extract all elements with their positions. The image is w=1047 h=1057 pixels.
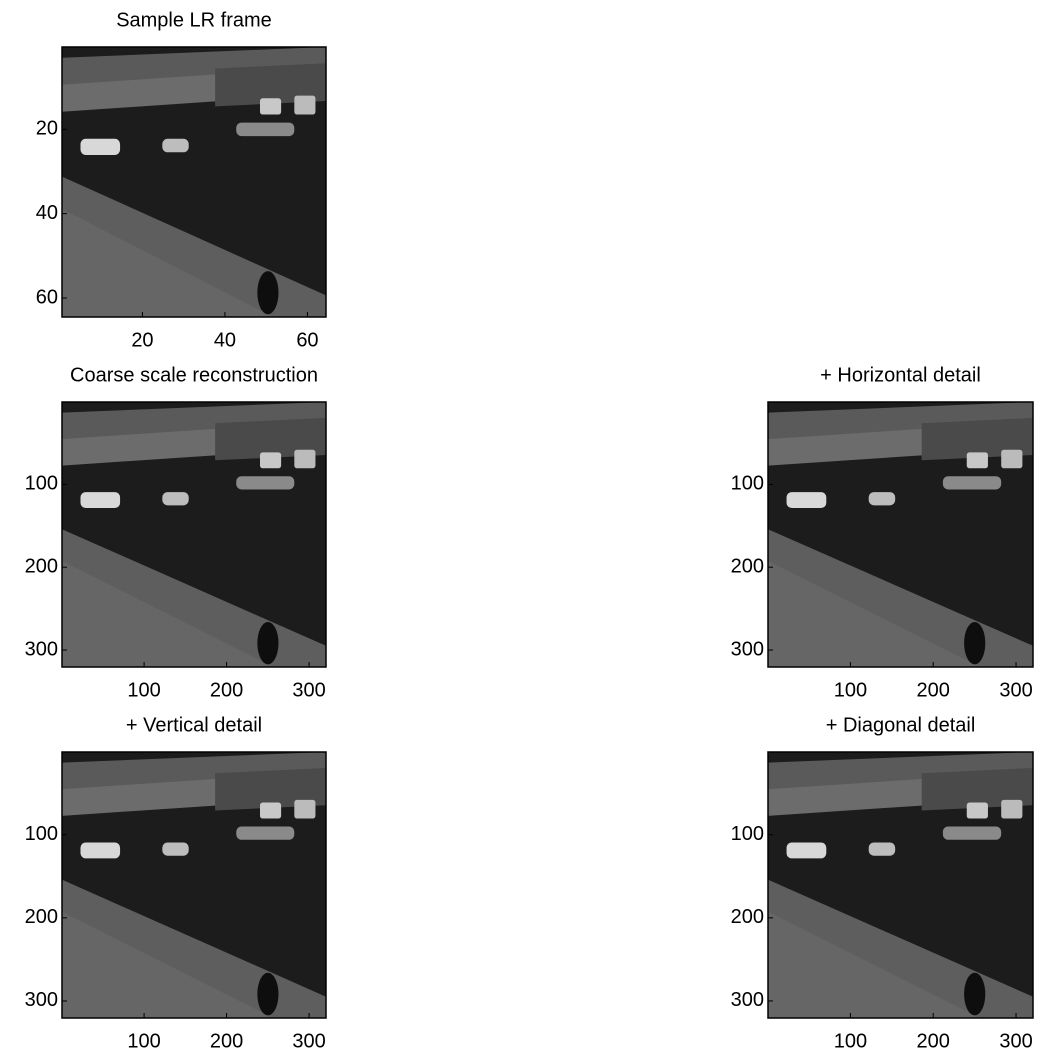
x-tick-label: 300 xyxy=(292,1030,325,1052)
y-tick-label: 100 xyxy=(25,473,58,495)
x-tick-label: 20 xyxy=(131,329,153,351)
x-tick-label: 60 xyxy=(296,329,318,351)
image xyxy=(768,752,1033,1018)
image-axes: Coarse scale reconstruction 100 200 300 100 2… xyxy=(25,364,326,701)
x-tick-label: 100 xyxy=(127,679,160,701)
image xyxy=(768,402,1033,667)
x-tick-label: 200 xyxy=(210,679,243,701)
axes-title: + Diagonal detail xyxy=(826,714,976,736)
y-tick-label: 40 xyxy=(36,202,58,224)
image-axes: + Vertical detail 100 200 300 100 200 300 xyxy=(25,714,326,1052)
y-tick-label: 60 xyxy=(36,286,58,308)
x-tick-label: 200 xyxy=(210,1030,243,1052)
y-tick-label: 100 xyxy=(731,473,764,495)
axes-title: + Horizontal detail xyxy=(820,364,981,386)
y-tick-label: 200 xyxy=(731,906,764,928)
x-tick-label: 300 xyxy=(999,1030,1032,1052)
axes-title: Sample LR frame xyxy=(116,9,272,31)
y-tick-label: 300 xyxy=(25,638,58,660)
y-tick-label: 200 xyxy=(731,555,764,577)
y-tick-label: 300 xyxy=(731,638,764,660)
y-tick-label: 300 xyxy=(25,989,58,1011)
image-axes: Sample LR frame 20 40 60 20 40 60 xyxy=(36,9,326,351)
axes-title: Coarse scale reconstruction xyxy=(70,364,318,386)
image xyxy=(62,47,326,317)
y-tick-label: 100 xyxy=(25,823,58,845)
image-axes: + Diagonal detail 100 200 300 100 200 300 xyxy=(731,714,1033,1052)
x-tick-label: 40 xyxy=(214,329,236,351)
y-tick-label: 200 xyxy=(25,555,58,577)
figure: Sample LR frame 20 40 60 20 40 60 Coarse scale … xyxy=(0,0,1047,1057)
page: Sample LR frame 20 40 60 20 40 60 Coarse scale … xyxy=(0,0,1047,1057)
x-tick-label: 100 xyxy=(834,679,867,701)
image xyxy=(62,752,326,1018)
y-tick-label: 100 xyxy=(731,823,764,845)
image-axes: + Horizontal detail 100 200 300 100 200 300 xyxy=(731,364,1033,701)
y-tick-label: 20 xyxy=(36,118,58,140)
y-tick-label: 300 xyxy=(731,989,764,1011)
x-tick-label: 100 xyxy=(834,1030,867,1052)
axes-title: + Vertical detail xyxy=(126,714,262,736)
x-tick-label: 200 xyxy=(917,1030,950,1052)
y-tick-label: 200 xyxy=(25,906,58,928)
x-tick-label: 300 xyxy=(292,679,325,701)
image xyxy=(62,402,326,667)
x-tick-label: 100 xyxy=(127,1030,160,1052)
x-tick-label: 200 xyxy=(917,679,950,701)
x-tick-label: 300 xyxy=(999,679,1032,701)
